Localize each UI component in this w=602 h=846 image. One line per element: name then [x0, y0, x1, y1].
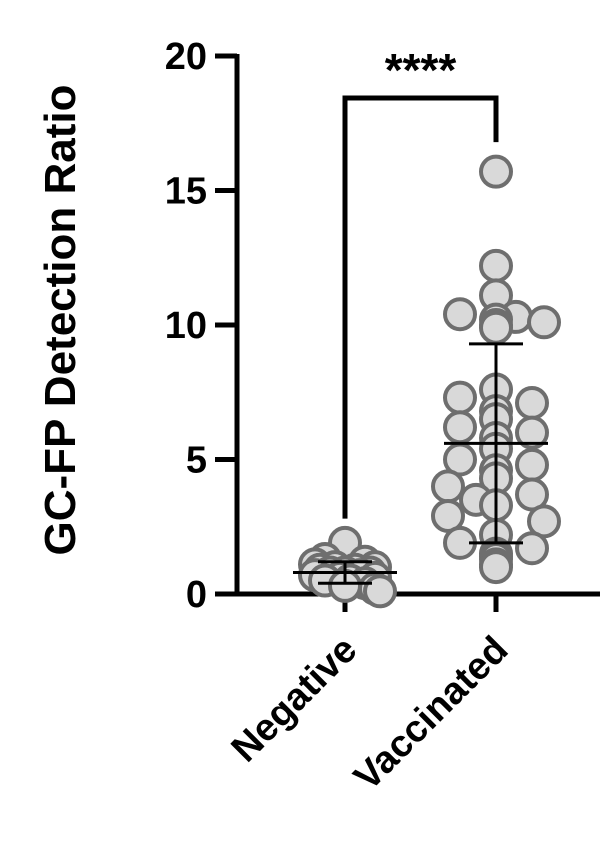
data-point: [431, 469, 465, 504]
significance-bracket: [342, 95, 499, 519]
data-point: [515, 447, 549, 482]
data-point: [443, 297, 477, 332]
y-axis-label: GC-FP Detection Ratio: [36, 84, 85, 555]
data-point: [515, 386, 549, 421]
y-tick-label: 5: [186, 440, 207, 482]
y-tick-label: 10: [165, 305, 207, 347]
data-point: [527, 305, 561, 340]
y-tick-label: 0: [186, 574, 207, 616]
x-tick-label: Negative: [224, 629, 366, 771]
y-tick-label: 15: [165, 171, 207, 213]
error-bars: [293, 342, 548, 585]
data-points: [298, 154, 561, 609]
x-tick-label: Vaccinated: [346, 629, 516, 799]
data-point: [443, 410, 477, 445]
y-axis: 0 5 10 15 20: [165, 36, 240, 616]
data-point: [363, 574, 397, 609]
data-point: [479, 550, 513, 585]
y-tick-label: 20: [165, 36, 207, 78]
data-point: [515, 531, 549, 566]
data-point: [479, 248, 513, 283]
data-point: [515, 415, 549, 450]
data-point: [479, 310, 513, 345]
significance-annotation: ****: [342, 44, 499, 519]
data-point: [479, 154, 513, 189]
data-point: [443, 380, 477, 415]
significance-label: ****: [385, 44, 457, 96]
